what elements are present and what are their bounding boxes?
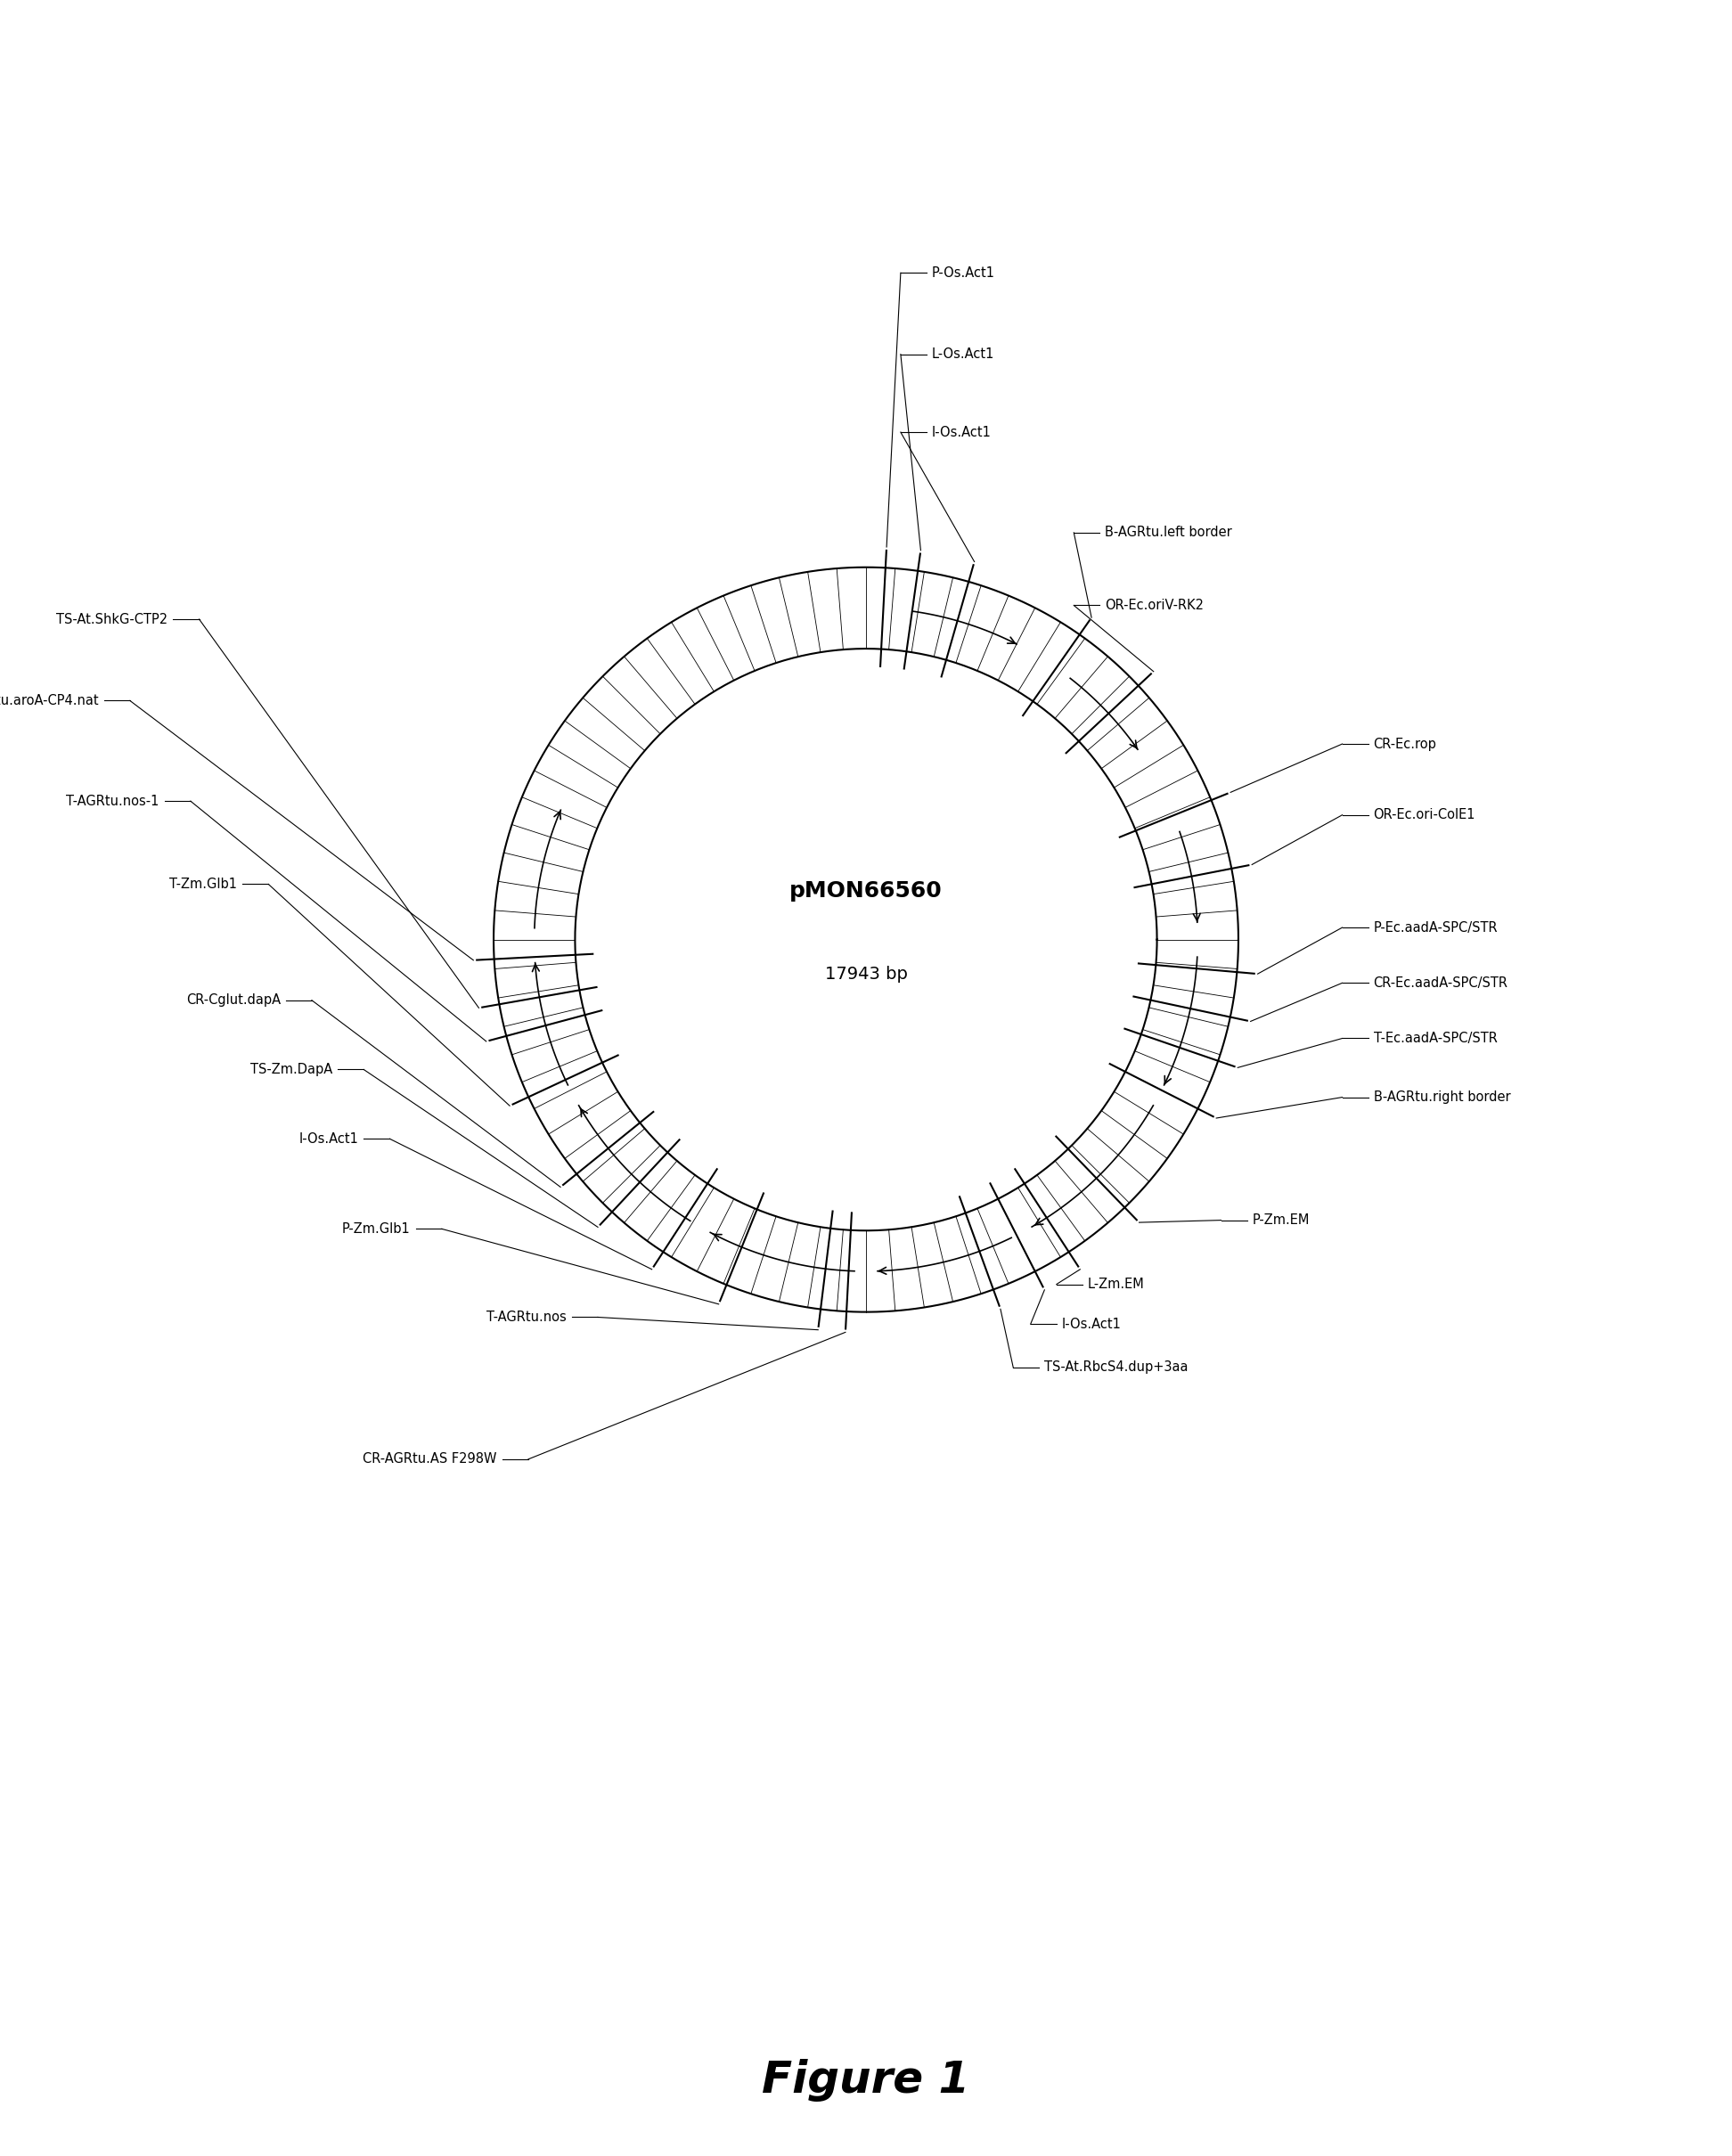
Text: T-AGRtu.nos-1: T-AGRtu.nos-1 bbox=[66, 793, 159, 808]
Text: L-Zm.EM: L-Zm.EM bbox=[1088, 1279, 1145, 1291]
Text: P-Zm.Glb1: P-Zm.Glb1 bbox=[343, 1222, 410, 1235]
Text: B-AGRtu.right border: B-AGRtu.right border bbox=[1373, 1091, 1510, 1104]
Text: CR-Ec.aadA-SPC/STR: CR-Ec.aadA-SPC/STR bbox=[1373, 977, 1509, 990]
Text: I-Os.Act1: I-Os.Act1 bbox=[300, 1132, 359, 1145]
Text: TS-At.ShkG-CTP2: TS-At.ShkG-CTP2 bbox=[57, 612, 168, 625]
Text: CR-Cglut.dapA: CR-Cglut.dapA bbox=[185, 994, 281, 1007]
Text: T-AGRtu.nos: T-AGRtu.nos bbox=[487, 1311, 566, 1324]
Text: TS-At.RbcS4.dup+3aa: TS-At.RbcS4.dup+3aa bbox=[1044, 1360, 1188, 1373]
Text: CR-Ec.rop: CR-Ec.rop bbox=[1373, 737, 1436, 750]
Text: OR-Ec.oriV-RK2: OR-Ec.oriV-RK2 bbox=[1105, 599, 1204, 612]
Text: P-Zm.EM: P-Zm.EM bbox=[1252, 1214, 1309, 1227]
Text: OR-Ec.ori-ColE1: OR-Ec.ori-ColE1 bbox=[1373, 808, 1476, 821]
Text: B-AGRtu.left border: B-AGRtu.left border bbox=[1105, 526, 1231, 539]
Text: CR-AGRtu.aroA-CP4.nat: CR-AGRtu.aroA-CP4.nat bbox=[0, 694, 99, 707]
Text: Figure 1: Figure 1 bbox=[762, 2059, 970, 2102]
Text: I-Os.Act1: I-Os.Act1 bbox=[1062, 1317, 1121, 1330]
Text: I-Os.Act1: I-Os.Act1 bbox=[932, 425, 991, 440]
Text: P-Ec.aadA-SPC/STR: P-Ec.aadA-SPC/STR bbox=[1373, 921, 1498, 934]
Text: T-Ec.aadA-SPC/STR: T-Ec.aadA-SPC/STR bbox=[1373, 1033, 1496, 1046]
Text: CR-AGRtu.AS F298W: CR-AGRtu.AS F298W bbox=[364, 1453, 497, 1466]
Text: 17943 bp: 17943 bp bbox=[824, 966, 908, 983]
Text: T-Zm.Glb1: T-Zm.Glb1 bbox=[170, 877, 237, 890]
Text: TS-Zm.DapA: TS-Zm.DapA bbox=[251, 1063, 333, 1076]
Text: pMON66560: pMON66560 bbox=[790, 880, 942, 901]
Text: L-Os.Act1: L-Os.Act1 bbox=[932, 347, 994, 360]
Text: P-Os.Act1: P-Os.Act1 bbox=[932, 265, 996, 280]
